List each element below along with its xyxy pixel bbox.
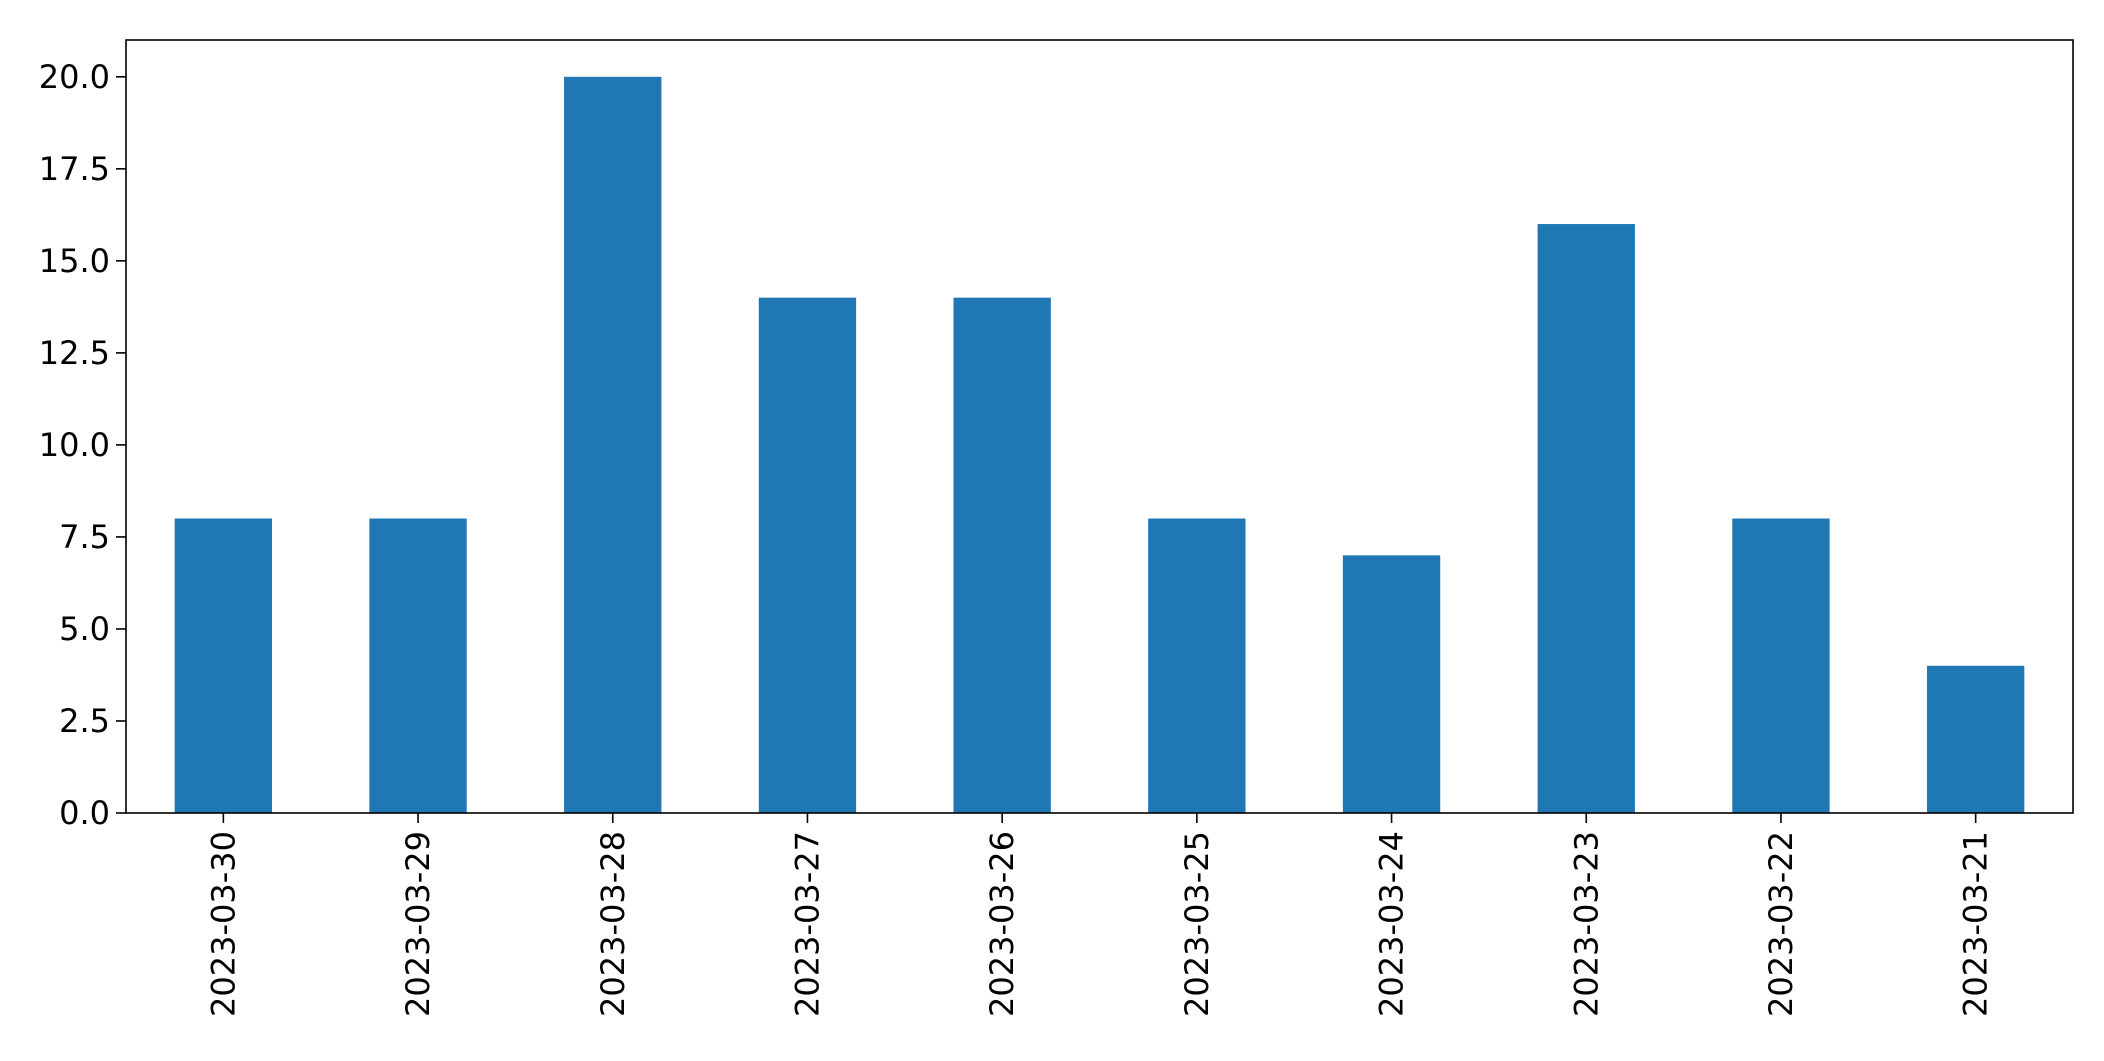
bar-2023-03-23 — [1537, 224, 1635, 814]
x-tick-label: 2023-03-28 — [594, 831, 632, 1017]
y-tick-label: 0.0 — [59, 794, 110, 832]
y-tick-label: 17.5 — [39, 150, 110, 188]
y-tick-label: 5.0 — [59, 610, 110, 648]
x-tick-label: 2023-03-24 — [1373, 831, 1411, 1017]
bar-2023-03-25 — [1148, 518, 1246, 813]
bar-2023-03-24 — [1342, 555, 1441, 813]
y-tick-label: 2.5 — [59, 702, 110, 740]
bar-2023-03-30 — [174, 518, 273, 813]
x-tick-label: 2023-03-23 — [1567, 831, 1605, 1017]
x-tick-label: 2023-03-27 — [788, 831, 826, 1017]
bar-2023-03-21 — [1926, 665, 2025, 813]
bar-2023-03-28 — [564, 76, 662, 814]
x-tick-label: 2023-03-30 — [204, 831, 242, 1017]
plot-frame — [125, 39, 2074, 814]
x-tick-label: 2023-03-25 — [1178, 831, 1216, 1017]
y-tick-label: 20.0 — [39, 58, 110, 96]
x-tick-label: 2023-03-22 — [1762, 831, 1800, 1017]
x-axis: 2023-03-30 2023-03-29 2023-03-28 2023-03-27… — [204, 813, 1995, 1017]
bar-2023-03-26 — [953, 297, 1051, 814]
bar-2023-03-27 — [758, 297, 857, 814]
y-axis: 0.0 2.5 5.0 7.5 10.0 12.5 15.0 17.5 20.0 — [39, 58, 126, 832]
x-tick-label: 2023-03-26 — [983, 831, 1021, 1017]
x-tick-label: 2023-03-29 — [399, 831, 437, 1017]
y-tick-label: 10.0 — [39, 426, 110, 464]
bar-2023-03-22 — [1732, 518, 1830, 813]
bar-2023-03-29 — [369, 518, 467, 813]
bars-group — [174, 76, 2025, 814]
y-tick-label: 7.5 — [59, 518, 110, 556]
x-tick-label: 2023-03-21 — [1957, 831, 1995, 1017]
y-tick-label: 12.5 — [39, 334, 110, 372]
y-tick-label: 15.0 — [39, 242, 110, 280]
